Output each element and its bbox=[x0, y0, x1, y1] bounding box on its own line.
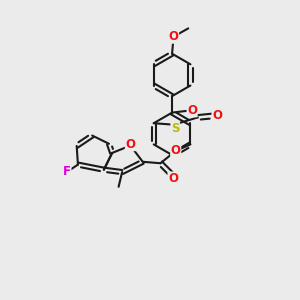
Text: O: O bbox=[168, 172, 178, 185]
Text: O: O bbox=[169, 30, 178, 43]
Text: O: O bbox=[125, 138, 135, 151]
Text: O: O bbox=[212, 110, 222, 122]
Text: O: O bbox=[171, 144, 181, 158]
Text: S: S bbox=[171, 122, 179, 135]
Text: O: O bbox=[187, 104, 197, 117]
Text: F: F bbox=[63, 166, 71, 178]
